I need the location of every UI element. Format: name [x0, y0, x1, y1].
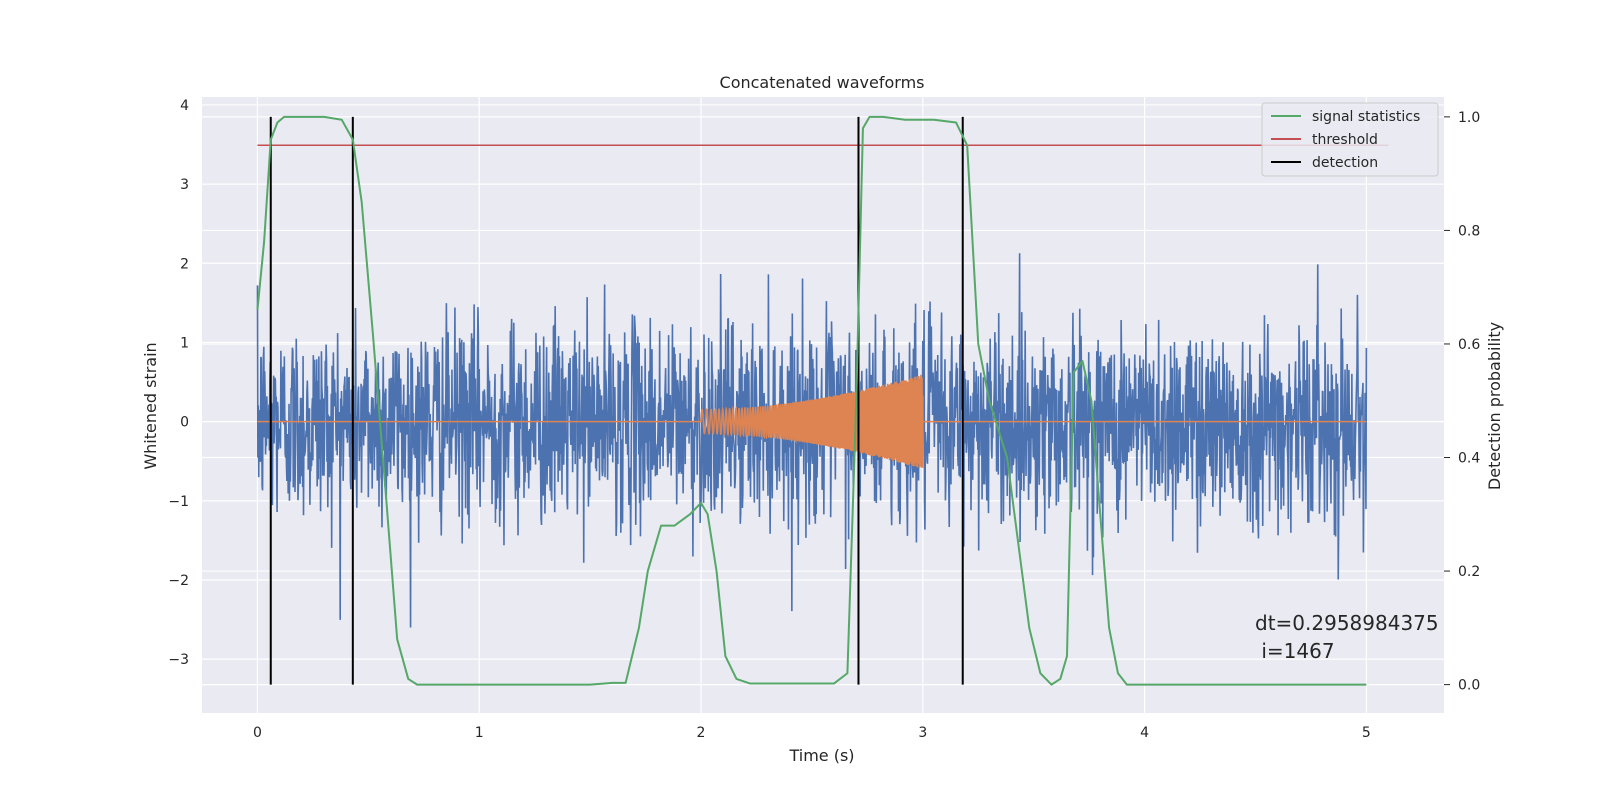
y2-tick-label: 0.0 [1458, 678, 1480, 694]
y2-tick-label: 0.4 [1458, 451, 1480, 467]
x-tick-label: 1 [475, 725, 484, 741]
y-tick-label: 3 [180, 177, 189, 193]
legend: signal statistics threshold detection [1261, 102, 1439, 177]
chart-title: Concatenated waveforms [720, 73, 925, 92]
x-tick-label: 3 [918, 725, 927, 741]
y-tick-label: 4 [180, 98, 189, 114]
y-axis-ticks: −3 −2 −1 0 1 2 3 4 [168, 98, 189, 668]
y-tick-label: −1 [168, 494, 189, 510]
annotation-dt: dt=0.2958984375 [1255, 611, 1439, 635]
injection-line [257, 374, 1367, 468]
injection-series [257, 374, 1367, 468]
x-tick-label: 4 [1140, 725, 1149, 741]
detection-series [269, 116, 964, 685]
y-tick-label: −2 [168, 573, 189, 589]
y-tick-label: 1 [180, 335, 189, 351]
x-axis-label: Time (s) [788, 746, 854, 765]
noise-line [256, 253, 1368, 628]
legend-box [1261, 102, 1439, 177]
y-axis-label: Whitened strain [141, 342, 160, 469]
y2-axis-ticks: 0.0 0.2 0.4 0.6 0.8 1.0 [1444, 110, 1480, 694]
x-tick-label: 2 [697, 725, 706, 741]
x-tick-label: 5 [1362, 725, 1371, 741]
signal-statistics-line [256, 115, 1367, 686]
x-axis-ticks: 0 1 2 3 4 5 [253, 725, 1371, 741]
y2-tick-label: 1.0 [1458, 110, 1480, 126]
y-tick-label: 2 [180, 256, 189, 272]
y2-axis-label: Detection probability [1485, 322, 1504, 490]
x-tick-label: 0 [253, 725, 262, 741]
signal-statistics-series [256, 115, 1367, 686]
y-tick-label: −3 [168, 652, 189, 668]
legend-label-detection: detection [1312, 155, 1378, 171]
y2-tick-label: 0.6 [1458, 337, 1480, 353]
noise-series [256, 253, 1368, 628]
y-tick-label: 0 [180, 415, 189, 431]
legend-label-threshold: threshold [1312, 132, 1378, 148]
y2-tick-label: 0.2 [1458, 564, 1480, 580]
legend-label-signal-statistics: signal statistics [1312, 109, 1420, 125]
annotation-index: i=1467 [1255, 639, 1335, 663]
y2-tick-label: 0.8 [1458, 223, 1480, 239]
